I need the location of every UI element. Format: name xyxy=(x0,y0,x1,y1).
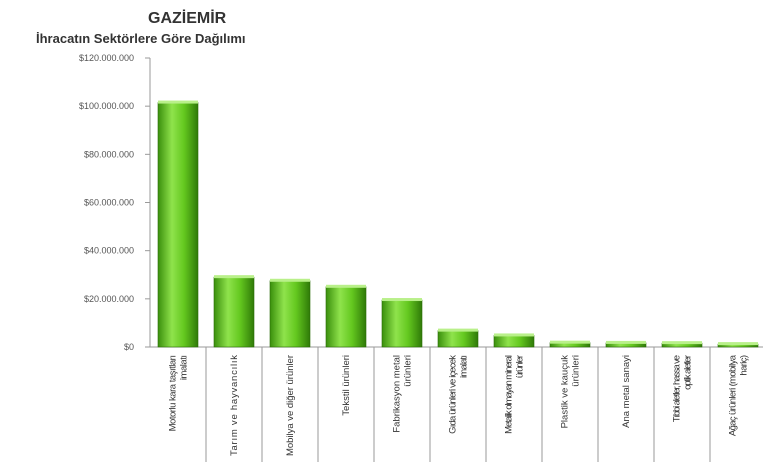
bar-top-highlight xyxy=(382,298,422,302)
bar-top-highlight xyxy=(326,284,366,288)
x-tick-label-text: Ağaç ürünleri (mobilyahariç) xyxy=(728,354,750,436)
x-tick-label-text: Gıda ürünleri ve içecekimalatı xyxy=(448,355,470,434)
x-tick-label: Plastik ve kauçukürünleri xyxy=(560,355,582,429)
x-tick-label: Motorlu kara taşıtlarıimalatı xyxy=(168,355,190,431)
y-tick-label: $60.000.000 xyxy=(84,198,134,208)
bar xyxy=(213,276,255,348)
bar xyxy=(157,102,199,348)
bar xyxy=(437,330,479,348)
bar-top-highlight xyxy=(550,340,590,344)
y-tick-label: $100.000.000 xyxy=(79,101,134,111)
x-tick-label: Tıbbi aletler, hassa veoptik aletler xyxy=(672,355,694,422)
x-tick-label-text: Tekstil ürünleri xyxy=(341,355,352,416)
x-tick-label-text: Tarım ve hayvancılık xyxy=(229,355,240,456)
bar-top-highlight xyxy=(718,342,758,346)
y-tick-label: $0 xyxy=(124,342,134,352)
x-tick-label: Mobilya ve diğer ürünler xyxy=(285,355,296,456)
chart-subtitle: İhracatın Sektörlere Göre Dağılımı xyxy=(36,31,246,46)
x-tick-label-text: Metalik olmayan mineralürünler xyxy=(504,355,526,434)
chart-title: GAZİEMİR xyxy=(148,10,227,27)
bar xyxy=(493,335,535,348)
x-tick-label-text: Plastik ve kauçukürünleri xyxy=(560,355,582,429)
bar-top-highlight xyxy=(214,275,254,279)
bar-top-highlight xyxy=(494,333,534,337)
bar xyxy=(325,286,367,348)
x-tick-label: Tarım ve hayvancılık xyxy=(229,355,240,456)
bar-top-highlight xyxy=(438,328,478,332)
x-tick-label-text: Tıbbi aletler, hassa veoptik aletler xyxy=(672,355,694,422)
x-tick-label-text: Fabrikasyon metalürünleri xyxy=(392,355,414,433)
bar xyxy=(269,280,311,348)
x-tick-label: Ağaç ürünleri (mobilyahariç) xyxy=(728,354,750,436)
bar-top-highlight xyxy=(662,341,702,345)
x-tick-label: Fabrikasyon metalürünleri xyxy=(392,355,414,433)
x-tick-label-text: Motorlu kara taşıtlarıimalatı xyxy=(168,355,190,431)
bar-top-highlight xyxy=(158,100,198,104)
x-tick-label-text: Mobilya ve diğer ürünler xyxy=(285,355,296,456)
y-tick-label: $120.000.000 xyxy=(79,53,134,63)
x-tick-label: Tekstil ürünleri xyxy=(341,355,352,416)
bar-top-highlight xyxy=(270,278,310,282)
y-tick-label: $40.000.000 xyxy=(84,246,134,256)
y-tick-label: $80.000.000 xyxy=(84,149,134,159)
x-tick-label: Ana metal sanayi xyxy=(621,355,632,428)
x-tick-label-text: Ana metal sanayi xyxy=(621,355,632,428)
bar-top-highlight xyxy=(606,340,646,344)
y-tick-label: $20.000.000 xyxy=(84,294,134,304)
bar xyxy=(381,299,423,348)
x-tick-label: Metalik olmayan mineralürünler xyxy=(504,355,526,434)
x-tick-label: Gıda ürünleri ve içecekimalatı xyxy=(448,355,470,434)
